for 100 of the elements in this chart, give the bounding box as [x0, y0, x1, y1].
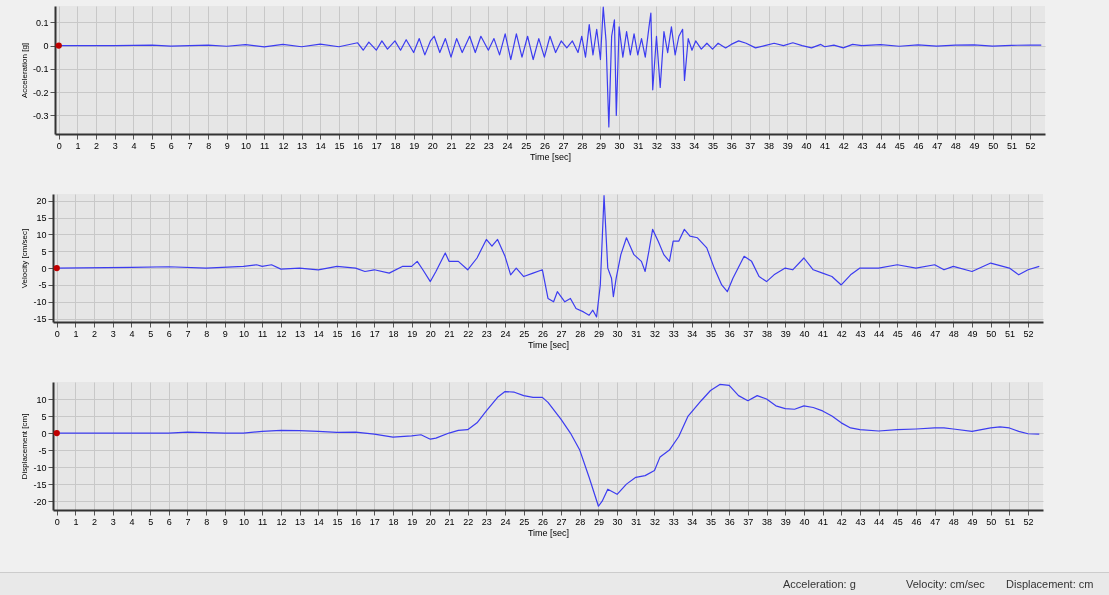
- x-tick-label: 48: [948, 516, 959, 527]
- x-tick-label: 14: [313, 328, 324, 339]
- x-tick-label: 3: [110, 328, 116, 339]
- x-tick-label: 33: [668, 328, 679, 339]
- y-tick-label: 0: [41, 428, 47, 439]
- x-tick-label: 9: [222, 516, 228, 527]
- y-tick-label: 0: [41, 263, 47, 274]
- x-tick-label: 25: [519, 328, 530, 339]
- x-tick-label: 48: [950, 140, 961, 151]
- x-tick-label: 36: [724, 516, 735, 527]
- x-tick-label: 33: [668, 516, 679, 527]
- x-tick-label: 22: [463, 328, 474, 339]
- x-tick-label: 35: [706, 328, 717, 339]
- x-tick-label: 40: [799, 328, 810, 339]
- x-tick-label: 29: [593, 516, 604, 527]
- x-axis-title: Time [sec]: [527, 527, 570, 538]
- x-tick-label: 11: [258, 516, 268, 527]
- x-tick-label: 49: [969, 140, 980, 151]
- x-tick-label: 14: [315, 140, 326, 151]
- x-tick-label: 48: [948, 328, 959, 339]
- y-tick-label: -15: [33, 479, 47, 490]
- x-tick-label: 5: [150, 140, 156, 151]
- x-tick-label: 44: [874, 328, 885, 339]
- x-tick-label: 23: [483, 140, 494, 151]
- x-tick-label: 36: [726, 140, 737, 151]
- x-tick-label: 22: [465, 140, 476, 151]
- y-tick-label: -10: [33, 297, 47, 308]
- x-tick-label: 1: [73, 328, 79, 339]
- x-tick-label: 23: [481, 516, 492, 527]
- x-tick-label: 6: [168, 140, 174, 151]
- x-tick-label: 4: [129, 328, 135, 339]
- x-axis-title: Time [sec]: [527, 339, 570, 350]
- y-tick-label: -5: [38, 445, 47, 456]
- x-tick-label: 38: [762, 328, 773, 339]
- x-tick-label: 37: [743, 328, 754, 339]
- x-tick-label: 24: [500, 328, 511, 339]
- x-tick-label: 15: [332, 516, 343, 527]
- x-tick-label: 42: [838, 140, 849, 151]
- x-tick-label: 46: [911, 328, 922, 339]
- x-tick-label: 9: [224, 140, 230, 151]
- x-tick-label: 5: [148, 516, 154, 527]
- y-tick-label: 20: [36, 196, 47, 207]
- x-tick-label: 11: [260, 140, 270, 151]
- y-tick-label: -0.3: [32, 110, 49, 121]
- x-tick-label: 10: [241, 140, 252, 151]
- x-tick-label: 8: [206, 140, 212, 151]
- x-tick-label: 50: [988, 140, 999, 151]
- x-tick-label: 50: [986, 516, 997, 527]
- x-tick-label: 13: [295, 328, 306, 339]
- x-tick-label: 29: [595, 140, 606, 151]
- x-tick-label: 43: [855, 516, 866, 527]
- x-tick-label: 18: [388, 328, 399, 339]
- x-tick-label: 43: [857, 140, 868, 151]
- x-tick-label: 44: [876, 140, 887, 151]
- x-tick-label: 21: [446, 140, 457, 151]
- y-tick-label: 5: [41, 246, 47, 257]
- y-tick-label: 10: [36, 394, 47, 405]
- y-tick-label: -10: [33, 462, 47, 473]
- x-tick-label: 35: [708, 140, 719, 151]
- x-tick-label: 20: [425, 328, 436, 339]
- x-tick-label: 10: [239, 516, 250, 527]
- x-tick-label: 46: [911, 516, 922, 527]
- x-tick-label: 24: [502, 140, 513, 151]
- x-tick-label: 51: [1004, 516, 1015, 527]
- x-tick-label: 41: [818, 516, 829, 527]
- y-tick-label: 5: [41, 411, 47, 422]
- x-tick-label: 28: [577, 140, 588, 151]
- y-tick-label: 0.1: [35, 17, 49, 28]
- x-tick-label: 38: [764, 140, 775, 151]
- x-tick-label: 5: [148, 328, 154, 339]
- x-tick-label: 28: [575, 516, 586, 527]
- x-tick-label: 33: [670, 140, 681, 151]
- x-tick-label: 37: [745, 140, 756, 151]
- y-tick-label: -15: [33, 314, 47, 325]
- y-axis-title: Acceleration [g]: [19, 42, 29, 99]
- y-axis-title: Velocity [cm/sec]: [20, 228, 30, 289]
- x-tick-label: 34: [689, 140, 700, 151]
- x-tick-label: 12: [276, 328, 287, 339]
- x-tick-label: 19: [407, 516, 418, 527]
- x-tick-label: 39: [780, 328, 791, 339]
- x-tick-label: 51: [1006, 140, 1017, 151]
- x-tick-label: 17: [369, 328, 380, 339]
- x-tick-label: 27: [558, 140, 569, 151]
- x-tick-label: 52: [1025, 140, 1036, 151]
- x-tick-label: 30: [612, 328, 623, 339]
- x-tick-label: 3: [110, 516, 116, 527]
- x-tick-label: 4: [129, 516, 135, 527]
- x-tick-label: 29: [593, 328, 604, 339]
- x-tick-label: 34: [687, 328, 698, 339]
- y-tick-label: -20: [33, 496, 47, 507]
- text: Acceleration: g: [783, 578, 856, 590]
- x-tick-label: 8: [204, 516, 210, 527]
- x-tick-label: 2: [94, 140, 100, 151]
- x-tick-label: 41: [820, 140, 831, 151]
- x-tick-label: 15: [334, 140, 345, 151]
- x-tick-label: 39: [780, 516, 791, 527]
- x-tick-label: 15: [332, 328, 343, 339]
- x-tick-label: 27: [556, 328, 567, 339]
- x-tick-label: 41: [818, 328, 829, 339]
- x-tick-label: 30: [612, 516, 623, 527]
